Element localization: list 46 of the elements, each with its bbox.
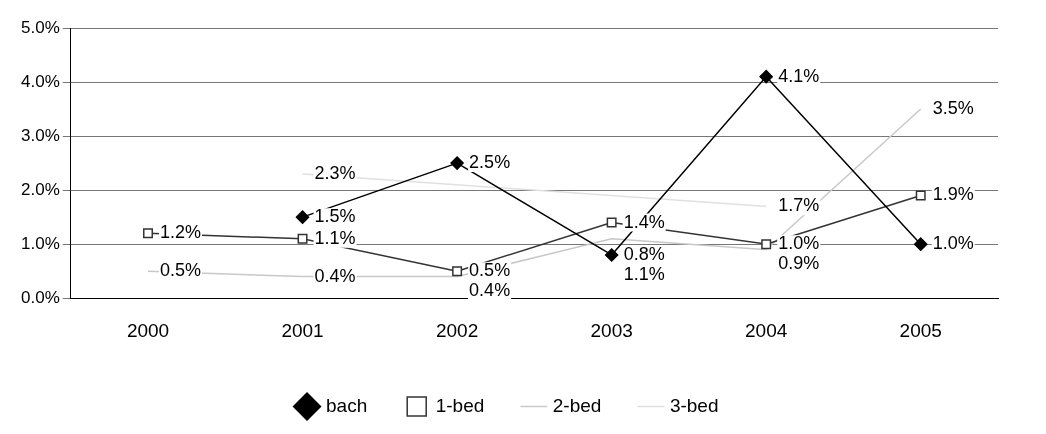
legend-label: 2-bed: [552, 394, 602, 416]
x-tick-label: 2002: [435, 319, 479, 341]
data-label: 0.8%: [623, 243, 665, 264]
data-label: 4.1%: [778, 65, 820, 86]
data-label: 1.4%: [623, 211, 665, 232]
y-tick-label: 3.0%: [21, 125, 60, 145]
data-label: 1.0%: [778, 233, 820, 254]
data-label: 0.5%: [469, 260, 511, 281]
point: [452, 266, 463, 277]
legend-label: 1-bed: [435, 394, 485, 416]
point: [761, 239, 772, 250]
point: [915, 190, 926, 201]
legend-label: 3-bed: [669, 394, 719, 416]
point: [295, 210, 310, 224]
y-tick-label: 4.0%: [21, 71, 60, 91]
data-label: 3.5%: [932, 98, 974, 119]
x-tick-label: 2000: [126, 319, 170, 341]
data-label: 1.9%: [932, 184, 974, 205]
data-label: 0.4%: [469, 280, 511, 301]
point: [604, 248, 619, 262]
point: [143, 228, 154, 239]
y-tick-label: 1.0%: [21, 233, 60, 253]
point: [450, 156, 464, 170]
data-label: 0.4%: [314, 265, 356, 286]
y-tick-label: 5.0%: [21, 17, 60, 37]
y-tick-label: 2.0%: [21, 179, 60, 199]
point: [606, 217, 617, 228]
legend-label: bach: [326, 394, 368, 416]
y-tick-label: 0.0%: [21, 287, 60, 307]
data-label: 1.5%: [314, 206, 356, 227]
data-label: 1.1%: [623, 263, 665, 284]
data-label: 0.5%: [160, 260, 202, 281]
point: [913, 237, 928, 251]
data-label: 1.7%: [778, 195, 820, 216]
data-label: 1.1%: [314, 227, 356, 248]
data-label: 1.2%: [160, 222, 202, 243]
x-tick-label: 2005: [899, 319, 942, 341]
x-tick-label: 2004: [745, 319, 788, 341]
data-label: 2.5%: [469, 152, 511, 173]
data-label: 2.3%: [314, 162, 356, 183]
point: [759, 69, 773, 84]
point: [297, 233, 308, 244]
x-tick-label: 2003: [590, 319, 633, 341]
data-label: 0.9%: [778, 253, 820, 274]
data-label: 1.0%: [932, 233, 974, 254]
x-tick-label: 2001: [281, 319, 324, 341]
